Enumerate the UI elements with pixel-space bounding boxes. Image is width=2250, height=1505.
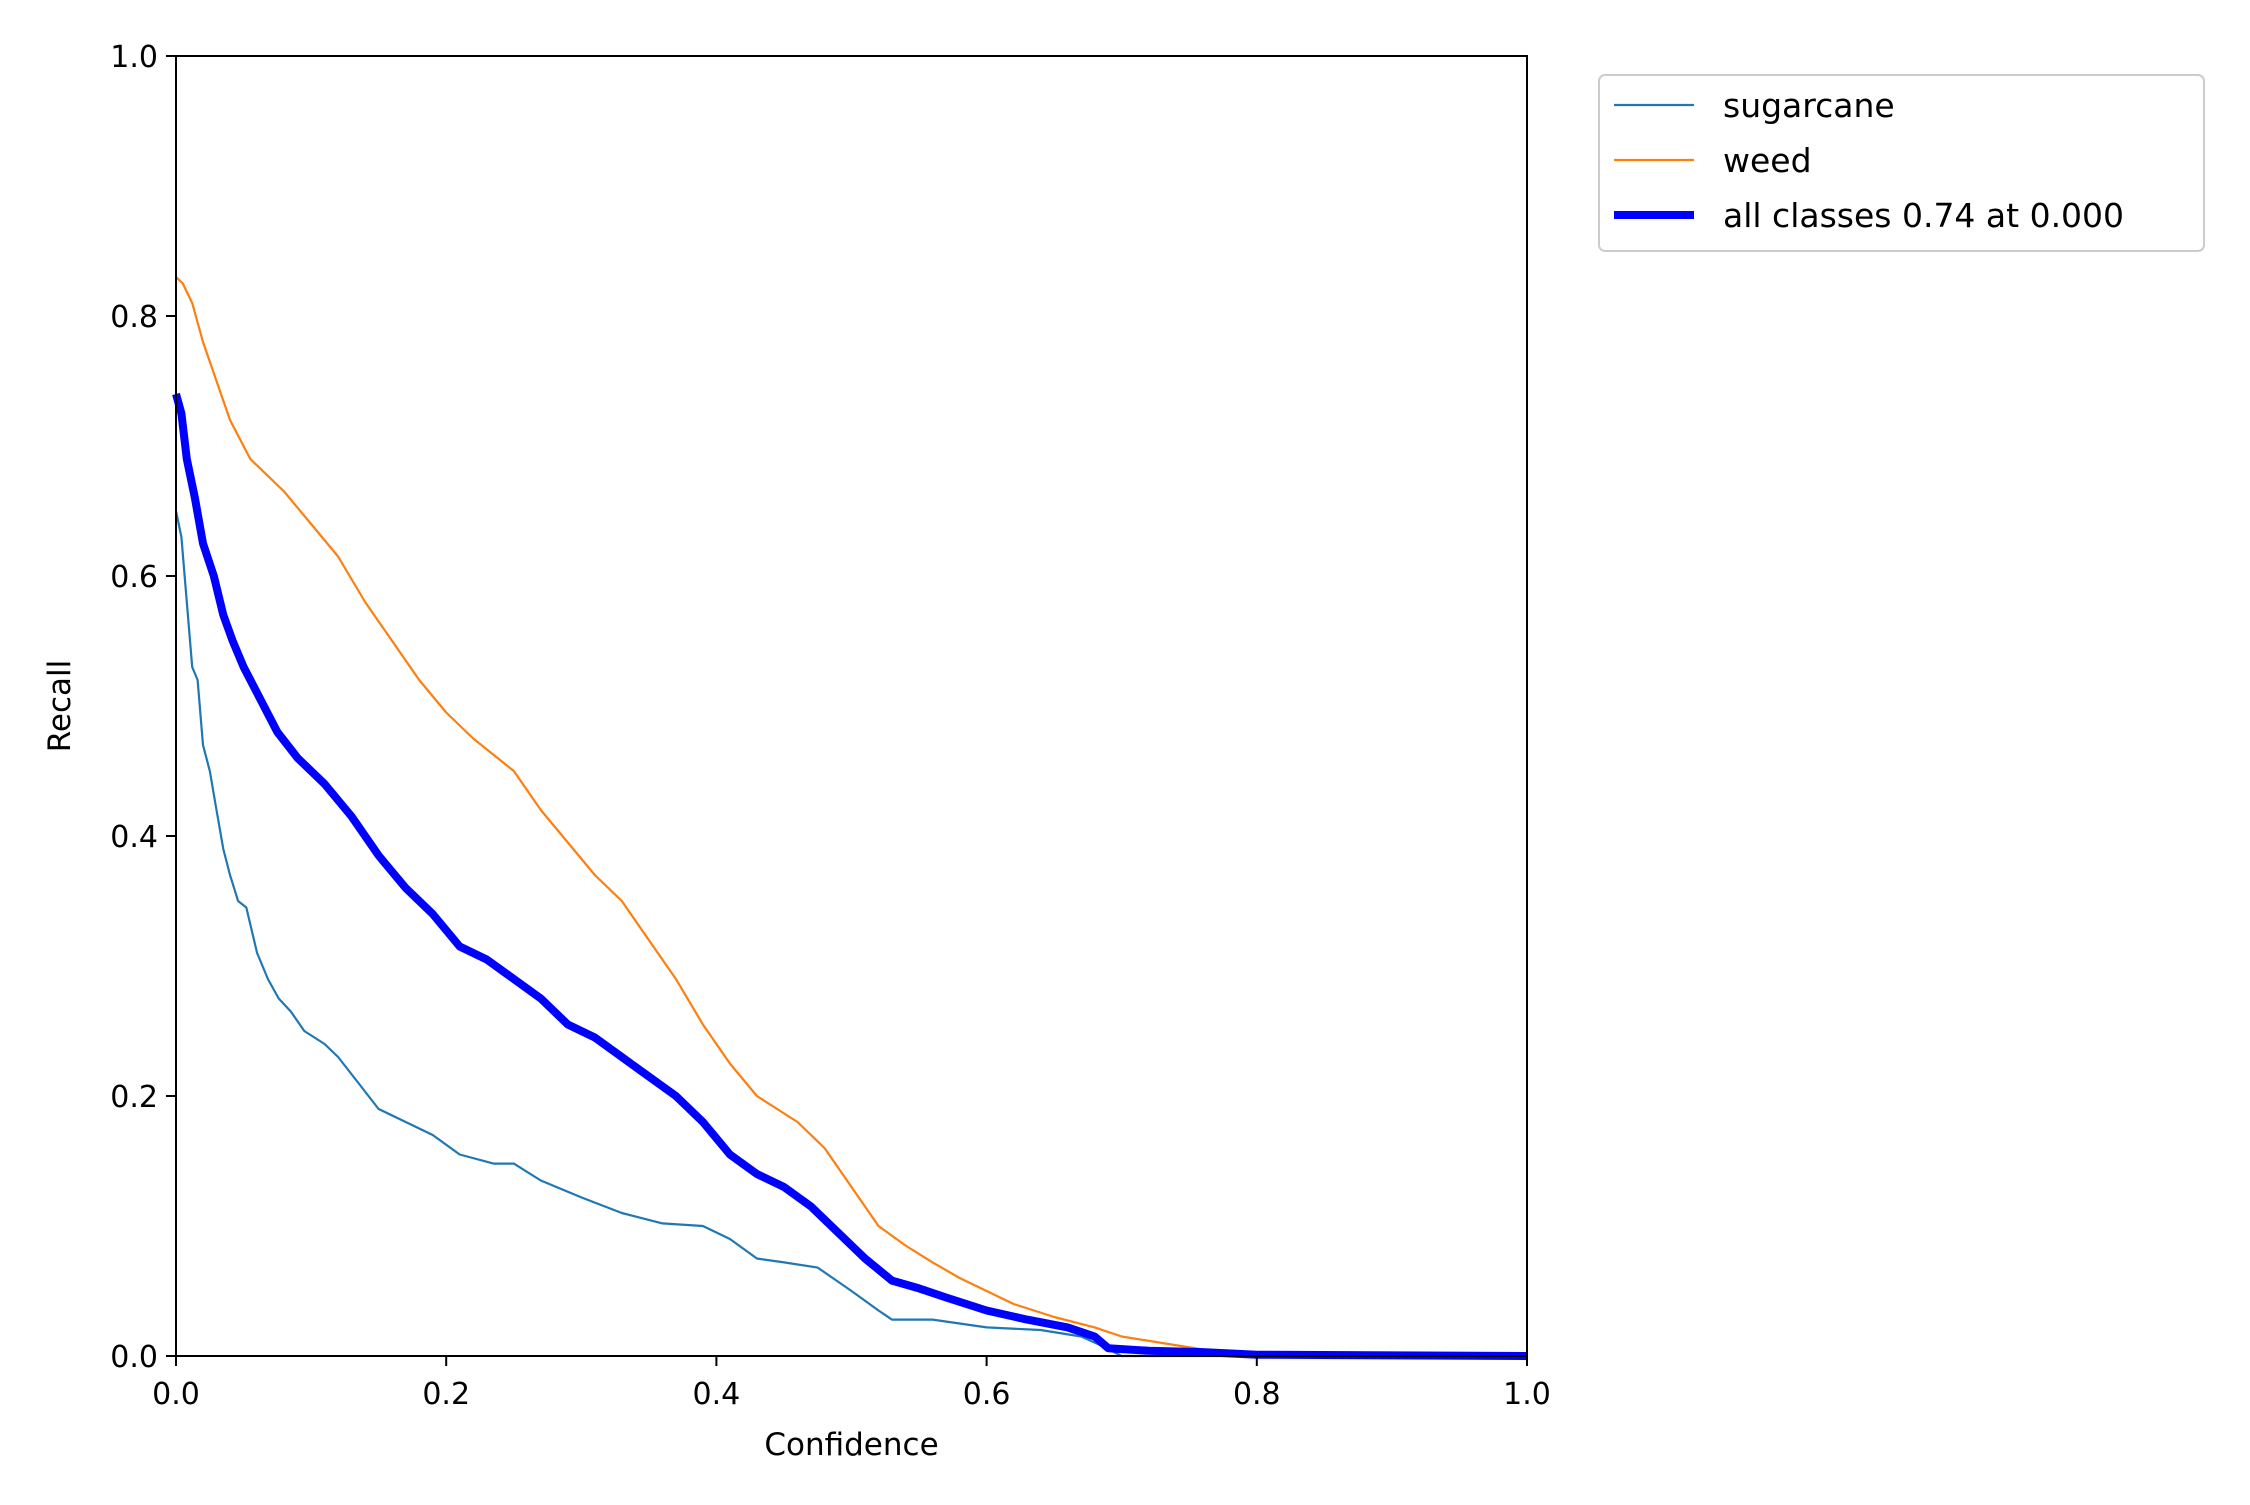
legend-entries: sugarcane weed all classes 0.74 at 0.000: [1614, 86, 2124, 235]
x-axis-label: Confidence: [764, 1427, 938, 1463]
x-tick-label: 0.8: [1233, 1377, 1281, 1412]
legend-box: [1598, 74, 2205, 252]
y-tick-label: 0.6: [110, 560, 158, 595]
x-tick-label: 0.6: [963, 1377, 1011, 1412]
y-tick-label: 0.2: [110, 1080, 158, 1115]
y-tick-label: 0.4: [110, 820, 158, 855]
x-tick-label: 0.4: [693, 1377, 741, 1412]
plot-frame: [175, 55, 1528, 1357]
series-line-2: [172, 392, 1528, 1360]
y-axis-label: Recall: [42, 660, 78, 753]
x-tick-label: 1.0: [1503, 1377, 1551, 1412]
x-tick-label: 0.0: [152, 1377, 200, 1412]
legend-label-0: sugarcane: [1723, 86, 1895, 125]
series-line-1: [175, 276, 1528, 1358]
series-layer: [172, 276, 1528, 1360]
y-tick-label: 0.0: [110, 1340, 158, 1375]
y-tick-label: 0.8: [110, 300, 158, 335]
y-tick-label: 1.0: [110, 40, 158, 75]
legend-label-2: all classes 0.74 at 0.000: [1723, 196, 2124, 235]
legend-label-1: weed: [1723, 141, 1812, 180]
series-line-0: [174, 510, 1527, 1358]
x-tick-label: 0.2: [422, 1377, 470, 1412]
y-axis-ticks: 0.0 0.2 0.4 0.6 0.8 1.0: [110, 40, 176, 1375]
legend: sugarcane weed all classes 0.74 at 0.000: [1598, 74, 2205, 252]
x-axis-ticks: 0.0 0.2 0.4 0.6 0.8 1.0: [152, 1356, 1551, 1412]
